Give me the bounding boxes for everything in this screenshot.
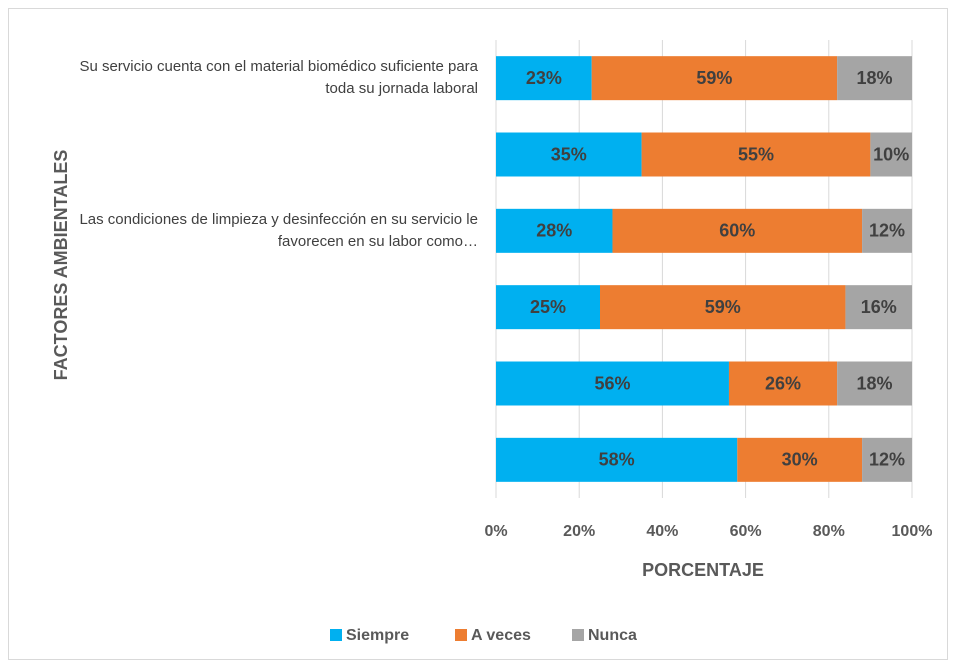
x-tick-label: 60% [730,523,762,540]
chart-border [8,8,948,660]
bar-segment [862,437,912,482]
legend-label: Nunca [588,627,637,644]
data-label: 26% [765,373,801,393]
data-label: 58% [599,450,635,470]
bar-segment [496,56,592,101]
bar-segment [641,132,871,177]
y-tick-label: Las condiciones de limpieza y desinfecci… [79,210,478,250]
bar-segment [591,56,838,101]
legend-swatch [572,629,584,641]
bar-segment [496,285,600,330]
data-label: 18% [857,373,893,393]
bar-segment [837,56,912,101]
data-label: 10% [873,144,909,164]
data-label: 30% [782,450,818,470]
data-label: 16% [861,297,897,317]
bar-segment [600,285,846,330]
bar-segment [612,208,863,253]
data-label: 55% [738,144,774,164]
data-label: 60% [719,221,755,241]
data-label: 28% [536,221,572,241]
bar-segment [837,361,912,406]
bar-segment [862,208,912,253]
legend-label: A veces [471,627,531,644]
x-tick-label: 20% [563,523,595,540]
data-label: 59% [696,68,732,88]
bar-segment [737,437,863,482]
data-label: 12% [869,450,905,470]
y-tick-label: Su servicio cuenta con el material biomé… [79,58,478,98]
data-label: 12% [869,221,905,241]
data-label: 56% [594,373,630,393]
bar-segment [845,285,912,330]
data-label: 23% [526,68,562,88]
data-label: 18% [857,68,893,88]
y-axis-title: FACTORES AMBIENTALES [51,150,71,381]
data-label: 35% [551,144,587,164]
legend-swatch [330,629,342,641]
bar-segment [870,132,912,177]
bar-segment [496,437,738,482]
data-label: 59% [705,297,741,317]
x-axis-title: PORCENTAJE [642,560,764,580]
bar-segment [496,361,729,406]
x-tick-label: 80% [813,523,845,540]
legend-label: Siempre [346,627,409,644]
x-tick-label: 100% [892,523,933,540]
x-tick-label: 0% [484,523,507,540]
data-label: 25% [530,297,566,317]
x-tick-label: 40% [646,523,678,540]
bar-segment [496,132,642,177]
bar-segment [496,208,613,253]
legend-swatch [455,629,467,641]
bar-segment [728,361,838,406]
